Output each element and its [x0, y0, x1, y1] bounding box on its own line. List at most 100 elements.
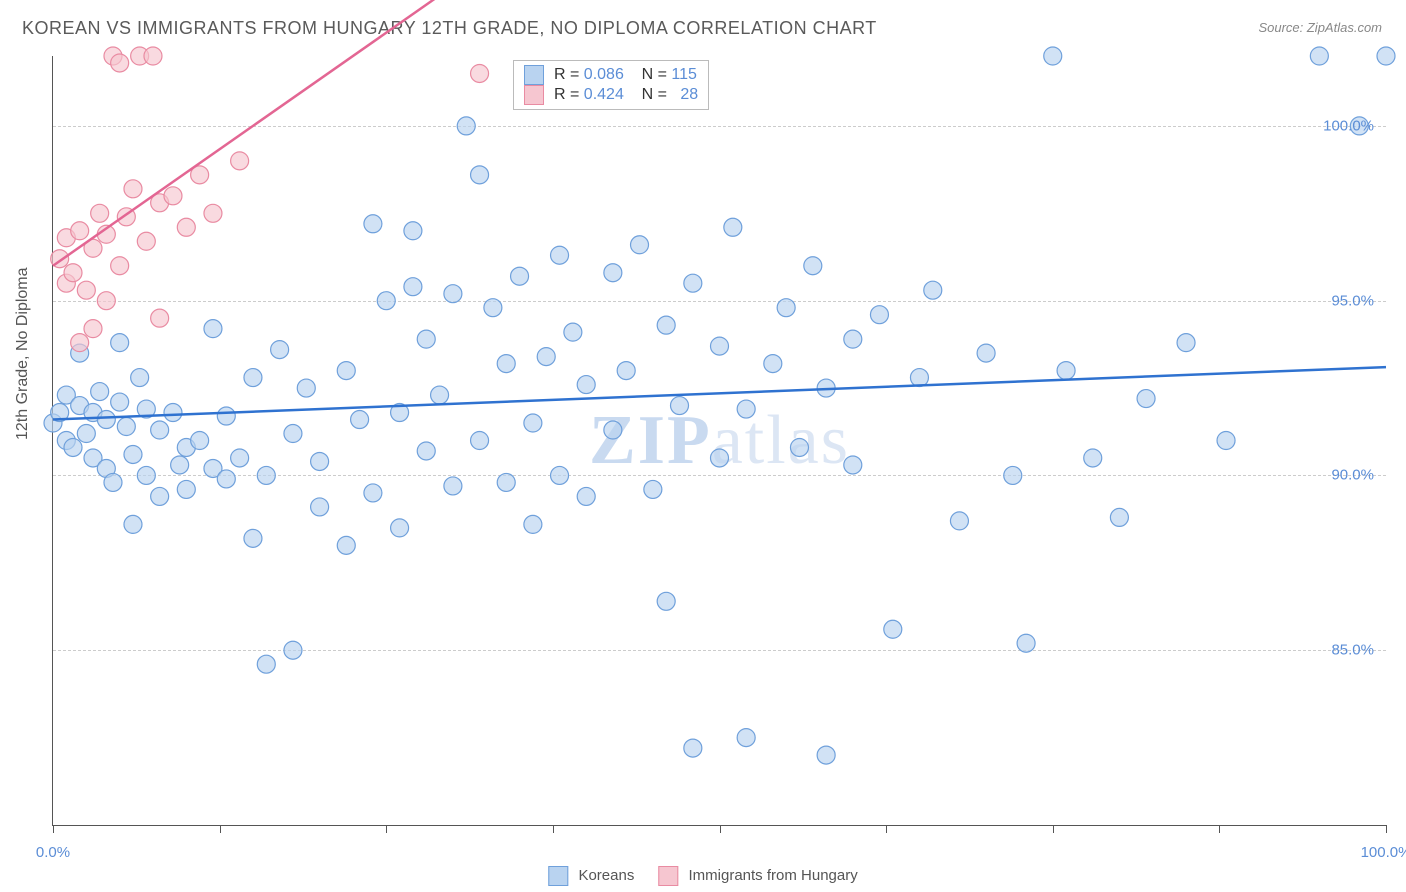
data-point [1177, 334, 1195, 352]
data-point [684, 274, 702, 292]
data-point [471, 166, 489, 184]
correlation-stats-box: R = 0.086 N = 115 R = 0.424 N = 28 [513, 60, 709, 110]
legend-item-hungary: Immigrants from Hungary [658, 866, 857, 886]
data-point [977, 344, 995, 362]
data-point [844, 330, 862, 348]
data-point [1310, 47, 1328, 65]
data-point [391, 519, 409, 537]
y-tick-label: 100.0% [1323, 117, 1374, 134]
data-point [231, 449, 249, 467]
data-point [631, 236, 649, 254]
data-point [764, 355, 782, 373]
data-point [377, 292, 395, 310]
data-point [111, 393, 129, 411]
y-axis-label: 12th Grade, No Diploma [14, 267, 32, 440]
data-point [1004, 466, 1022, 484]
data-point [777, 299, 795, 317]
data-point [910, 369, 928, 387]
stats-values: R = 0.424 N = 28 [554, 86, 698, 104]
swatch-koreans-icon [548, 866, 568, 886]
data-point [497, 355, 515, 373]
data-point [1137, 390, 1155, 408]
data-point [111, 54, 129, 72]
data-point [97, 411, 115, 429]
data-point [257, 466, 275, 484]
data-point [177, 218, 195, 236]
data-point [84, 320, 102, 338]
data-point [577, 376, 595, 394]
data-point [511, 267, 529, 285]
data-point [151, 421, 169, 439]
plot-area: ZIPatlas R = 0.086 N = 115 R = 0.424 [52, 56, 1386, 826]
data-point [924, 281, 942, 299]
data-point [111, 257, 129, 275]
data-point [484, 299, 502, 317]
data-point [604, 264, 622, 282]
data-point [131, 369, 149, 387]
data-point [204, 320, 222, 338]
data-point [297, 379, 315, 397]
data-point [671, 397, 689, 415]
data-point [1057, 362, 1075, 380]
data-point [244, 529, 262, 547]
data-point [124, 445, 142, 463]
y-tick-label: 90.0% [1331, 467, 1374, 484]
data-point [444, 285, 462, 303]
data-point [284, 425, 302, 443]
data-point [204, 204, 222, 222]
data-point [950, 512, 968, 530]
data-point [1217, 432, 1235, 450]
data-point [524, 515, 542, 533]
source-attribution: Source: ZipAtlas.com [1258, 20, 1382, 35]
x-axis-min-label: 0.0% [36, 844, 70, 861]
data-point [144, 47, 162, 65]
data-point [417, 442, 435, 460]
data-point [111, 334, 129, 352]
data-point [737, 729, 755, 747]
data-point [351, 411, 369, 429]
data-point [551, 246, 569, 264]
data-point [284, 641, 302, 659]
data-point [817, 746, 835, 764]
data-point [311, 498, 329, 516]
data-point [604, 421, 622, 439]
swatch-koreans-icon [524, 65, 544, 85]
data-point [117, 418, 135, 436]
data-point [444, 477, 462, 495]
data-point [64, 264, 82, 282]
data-point [124, 515, 142, 533]
x-tick [53, 825, 54, 833]
data-point [91, 383, 109, 401]
data-point [71, 222, 89, 240]
data-point [577, 487, 595, 505]
y-tick-label: 85.0% [1331, 642, 1374, 659]
chart-container: KOREAN VS IMMIGRANTS FROM HUNGARY 12TH G… [0, 0, 1406, 892]
data-point [364, 484, 382, 502]
x-tick [1053, 825, 1054, 833]
data-point [231, 152, 249, 170]
chart-title: KOREAN VS IMMIGRANTS FROM HUNGARY 12TH G… [22, 18, 877, 39]
data-point [91, 204, 109, 222]
x-tick [386, 825, 387, 833]
data-point [657, 592, 675, 610]
data-point [1017, 634, 1035, 652]
swatch-hungary-icon [658, 866, 678, 886]
data-point [177, 480, 195, 498]
stats-row-hungary: R = 0.424 N = 28 [524, 85, 698, 105]
legend-item-koreans: Koreans [548, 866, 634, 886]
data-point [790, 438, 808, 456]
data-point [844, 456, 862, 474]
data-point [104, 473, 122, 491]
data-point [257, 655, 275, 673]
data-point [711, 337, 729, 355]
data-point [684, 739, 702, 757]
data-point [471, 432, 489, 450]
data-point [617, 362, 635, 380]
data-point [471, 64, 489, 82]
data-point [151, 487, 169, 505]
x-tick [553, 825, 554, 833]
x-tick [1386, 825, 1387, 833]
data-point [217, 470, 235, 488]
data-point [271, 341, 289, 359]
data-point [551, 466, 569, 484]
